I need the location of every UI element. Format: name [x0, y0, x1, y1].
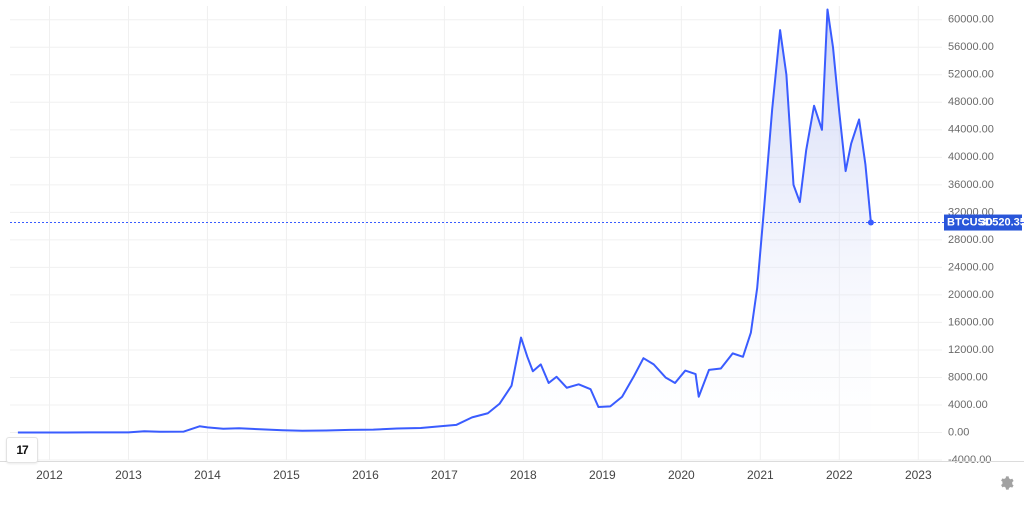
- gear-icon: [998, 475, 1014, 491]
- x-axis-tick: 2021: [747, 468, 774, 482]
- logo-text: 17: [16, 443, 27, 457]
- y-axis-tick: 52000.00: [948, 69, 994, 81]
- y-axis-tick: 20000.00: [948, 289, 994, 301]
- y-axis-tick: 48000.00: [948, 96, 994, 108]
- price-tag: BTCUSD30520.35: [944, 215, 1024, 231]
- y-axis-tick: -4000.00: [948, 454, 991, 466]
- y-axis-tick: 28000.00: [948, 234, 994, 246]
- x-axis-tick: 2019: [589, 468, 616, 482]
- y-axis-tick: 16000.00: [948, 316, 994, 328]
- y-axis-tick: 36000.00: [948, 179, 994, 191]
- settings-button[interactable]: [998, 475, 1016, 493]
- x-axis-tick: 2018: [510, 468, 537, 482]
- y-axis-tick: 0.00: [948, 426, 969, 438]
- y-axis-tick: 56000.00: [948, 41, 994, 53]
- x-axis-tick: 2022: [826, 468, 853, 482]
- y-axis-tick: 8000.00: [948, 371, 988, 383]
- y-axis-tick: 12000.00: [948, 344, 994, 356]
- tradingview-logo[interactable]: 17: [6, 437, 38, 463]
- current-price-dot: [868, 220, 874, 226]
- x-axis-tick: 2012: [36, 468, 63, 482]
- chart-svg: -4000.00 0.00 4000.00 8000.00 12000.00 16000.…: [0, 0, 1024, 505]
- x-axis-tick: 2023: [905, 468, 932, 482]
- x-axis-tick: 2016: [352, 468, 379, 482]
- x-axis-tick: 2020: [668, 468, 695, 482]
- y-axis-tick: 40000.00: [948, 151, 994, 163]
- x-axis-tick: 2017: [431, 468, 458, 482]
- price-tag-value: 30520.35: [980, 216, 1024, 228]
- y-axis-tick: 60000.00: [948, 14, 994, 26]
- y-axis-tick: 4000.00: [948, 399, 988, 411]
- y-axis-tick: 44000.00: [948, 124, 994, 136]
- x-axis-tick: 2015: [273, 468, 300, 482]
- x-axis-tick: 2014: [194, 468, 221, 482]
- y-axis-tick: 24000.00: [948, 261, 994, 273]
- x-axis-tick: 2013: [115, 468, 142, 482]
- price-chart: -4000.00 0.00 4000.00 8000.00 12000.00 16000.…: [0, 0, 1024, 505]
